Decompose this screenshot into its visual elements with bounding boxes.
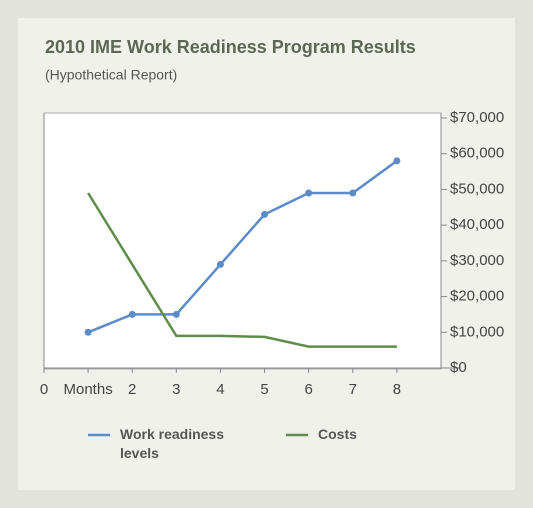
chart-title: 2010 IME Work Readiness Program Results — [45, 37, 416, 57]
x-tick-label: 0 — [40, 381, 48, 398]
point — [128, 310, 136, 318]
point — [393, 157, 401, 165]
chart-subtitle: (Hypothetical Report) — [45, 67, 177, 83]
y2-tick-label: $10,000 — [450, 323, 504, 340]
legend-item: Costs — [318, 426, 357, 442]
point — [172, 310, 180, 318]
y2-tick-label: $0 — [450, 359, 467, 376]
x-tick-label: 3 — [172, 381, 180, 398]
legend-label: Work readiness levels — [120, 426, 225, 461]
y2-tick-label: $20,000 — [450, 288, 504, 305]
point — [84, 328, 92, 336]
series-line — [87, 192, 397, 348]
legend-label: Costs — [318, 426, 357, 442]
x-tick-label: 4 — [216, 381, 224, 398]
x-tick-label: Months — [64, 381, 113, 398]
y2-tick-label: $30,000 — [450, 252, 504, 269]
x-tick-label: 8 — [393, 381, 401, 398]
x-tick-label: 2 — [128, 381, 136, 398]
series-line — [87, 159, 398, 334]
point — [261, 210, 269, 218]
y2-tick-label: $50,000 — [450, 180, 504, 197]
x-tick-label: 5 — [260, 381, 268, 398]
point — [305, 189, 313, 197]
point — [349, 189, 357, 197]
legend-item: Work readiness levels — [120, 426, 225, 461]
x-tick-label: 6 — [304, 381, 312, 398]
y2-tick-label: $60,000 — [450, 145, 504, 162]
y2-tick-label: $40,000 — [450, 216, 504, 233]
x-tick-label: 7 — [349, 381, 357, 398]
point — [216, 260, 224, 268]
y2-tick-label: $70,000 — [450, 109, 504, 126]
